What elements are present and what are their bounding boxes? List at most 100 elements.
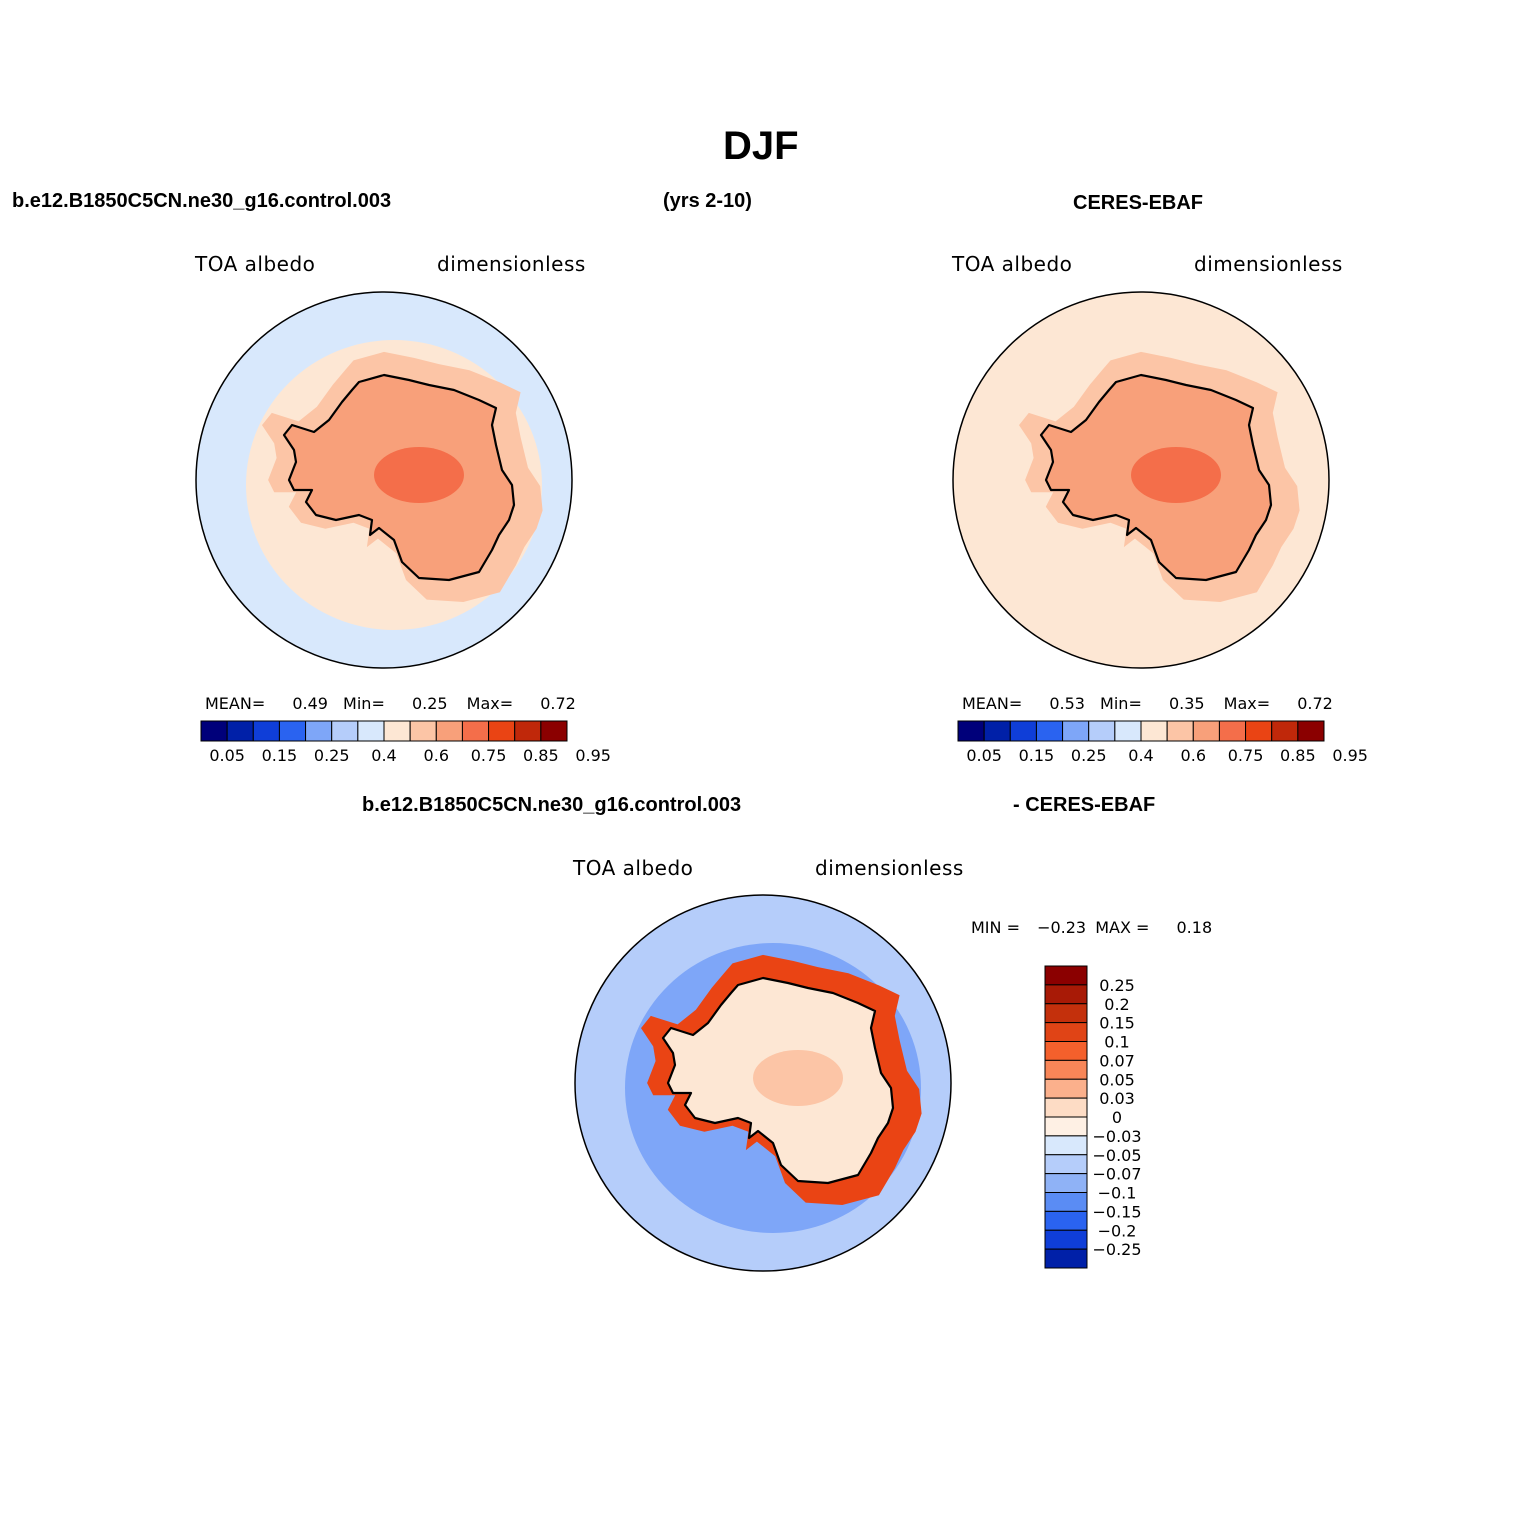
colorbar-box	[1166, 720, 1194, 742]
colorbar-box	[1062, 720, 1090, 742]
interior-zone	[1131, 447, 1221, 503]
colorbar-box	[1044, 965, 1088, 986]
colorbar-tick-label: 0.05	[209, 746, 245, 765]
map-obs	[953, 292, 1329, 668]
colorbar-tick-label: 0.07	[1099, 1051, 1135, 1070]
colorbar-tick-label: 0.05	[1099, 1070, 1135, 1089]
colorbar-model: 0.05 0.15 0.25 0.4 0.6 0.75 0.85 0.95	[200, 720, 611, 765]
colorbar-box	[983, 720, 1011, 742]
colorbar-box	[1192, 720, 1220, 742]
colorbar-tick-label: −0.1	[1098, 1184, 1137, 1203]
colorbar-box	[1044, 1116, 1088, 1137]
colorbar-tick-label: 0.03	[1099, 1089, 1135, 1108]
colorbar-tick-label: 0.4	[1128, 746, 1153, 765]
colorbar-box	[1044, 1135, 1088, 1156]
colorbar-tick-label: 0.15	[1099, 1014, 1135, 1033]
diff-variable-label: TOA albedo	[573, 856, 694, 880]
colorbar-tick-label: 0	[1112, 1108, 1122, 1127]
colorbar-box	[488, 720, 516, 742]
map-border	[952, 291, 1330, 669]
colorbar-box	[957, 720, 985, 742]
colorbar-tick-label: 0.25	[1099, 976, 1135, 995]
colorbar-tick-label: −0.03	[1092, 1127, 1141, 1146]
mean-value: 0.53	[1049, 694, 1085, 713]
max-value: 0.72	[1297, 694, 1333, 713]
colorbar-box	[514, 720, 542, 742]
colorbar-tick-label: 0.25	[314, 746, 350, 765]
model-case-label: b.e12.B1850C5CN.ne30_g16.control.003	[12, 190, 392, 212]
colorbar-tick-label: 0.6	[424, 746, 449, 765]
colorbar-box	[1245, 720, 1273, 742]
colorbar-tick-label: 0.75	[471, 746, 507, 765]
colorbar-box	[1044, 1003, 1088, 1024]
colorbar-box	[1297, 720, 1325, 742]
colorbar-tick-label: 0.2	[1104, 995, 1129, 1014]
max-label: Max=	[466, 694, 514, 713]
max-label: Max=	[1223, 694, 1271, 713]
model-variable-label: TOA albedo	[195, 252, 316, 276]
interior-zone	[374, 447, 464, 503]
colorbar-tick-label: −0.15	[1092, 1202, 1141, 1221]
map-border	[195, 291, 573, 669]
colorbar-box	[1035, 720, 1064, 742]
colorbar-box	[1044, 1229, 1088, 1250]
colorbar-tick-label: 0.1	[1104, 1033, 1129, 1052]
colorbar-box	[1044, 1022, 1088, 1042]
colorbar-tick-label: −0.2	[1098, 1221, 1137, 1240]
colorbar-tick-label: 0.85	[523, 746, 559, 765]
colorbar-box	[1044, 1248, 1088, 1269]
colorbar-obs: 0.05 0.15 0.25 0.4 0.6 0.75 0.85 0.95	[957, 720, 1368, 765]
colorbar-box	[1044, 1078, 1088, 1099]
coastline	[1039, 373, 1273, 582]
mean-label: MEAN=	[205, 694, 266, 713]
colorbar-box	[1044, 1097, 1088, 1118]
obs-variable-label: TOA albedo	[952, 252, 1073, 276]
colorbar-box	[331, 720, 359, 742]
obs-label: CERES-EBAF	[1073, 192, 1204, 214]
colorbar-box	[383, 720, 411, 742]
max-value: 0.18	[1176, 918, 1213, 937]
colorbar-box	[226, 720, 254, 742]
colorbar-tick-label: 0.25	[1071, 746, 1107, 765]
colorbar-difference: 0.250.20.150.10.070.050.030−0.03−0.05−0.…	[1044, 965, 1142, 1269]
colorbar-box	[1088, 720, 1116, 742]
colorbar-box	[305, 720, 333, 742]
min-label: Min=	[343, 694, 385, 713]
colorbar-box	[1271, 720, 1299, 742]
colorbar-tick-label: −0.25	[1092, 1240, 1141, 1259]
colorbar-box	[1140, 720, 1168, 742]
colorbar-tick-label: 0.05	[966, 746, 1002, 765]
colorbar-box	[1044, 1059, 1088, 1080]
colorbar-box	[1114, 720, 1142, 742]
map-border	[574, 894, 952, 1272]
colorbar-box	[252, 720, 280, 742]
min-label: Min=	[1100, 694, 1142, 713]
colorbar-tick-label: 0.6	[1181, 746, 1206, 765]
colorbar-box	[278, 720, 307, 742]
diff-obs-label: - CERES-EBAF	[1013, 794, 1156, 816]
colorbar-box	[1044, 1154, 1088, 1175]
diff-units-label: dimensionless	[815, 856, 964, 880]
colorbar-tick-label: 0.95	[1332, 746, 1368, 765]
min-value: 0.25	[411, 694, 448, 713]
colorbar-box	[1044, 1041, 1088, 1061]
diff-case-label: b.e12.B1850C5CN.ne30_g16.control.003	[362, 794, 742, 816]
mean-value: 0.49	[292, 694, 328, 713]
model-stats: MEAN= 0.49 Min= 0.25 Max= 0.72	[205, 694, 576, 713]
model-units-label: dimensionless	[437, 252, 586, 276]
colorbar-tick-label: 0.15	[1019, 746, 1055, 765]
colorbar-box	[435, 720, 463, 742]
diff-stats: MIN = −0.23 MAX = 0.18	[971, 918, 1212, 937]
colorbar-tick-label: 0.85	[1280, 746, 1316, 765]
mean-label: MEAN=	[962, 694, 1023, 713]
colorbar-box	[1044, 1210, 1088, 1231]
colorbar-tick-label: 0.15	[262, 746, 298, 765]
coastline	[282, 373, 516, 582]
colorbar-box	[461, 720, 490, 742]
colorbar-box	[1044, 984, 1088, 1005]
colorbar-box	[1218, 720, 1247, 742]
coastline	[661, 976, 895, 1185]
max-value: 0.72	[540, 694, 576, 713]
max-label: MAX =	[1095, 918, 1150, 937]
